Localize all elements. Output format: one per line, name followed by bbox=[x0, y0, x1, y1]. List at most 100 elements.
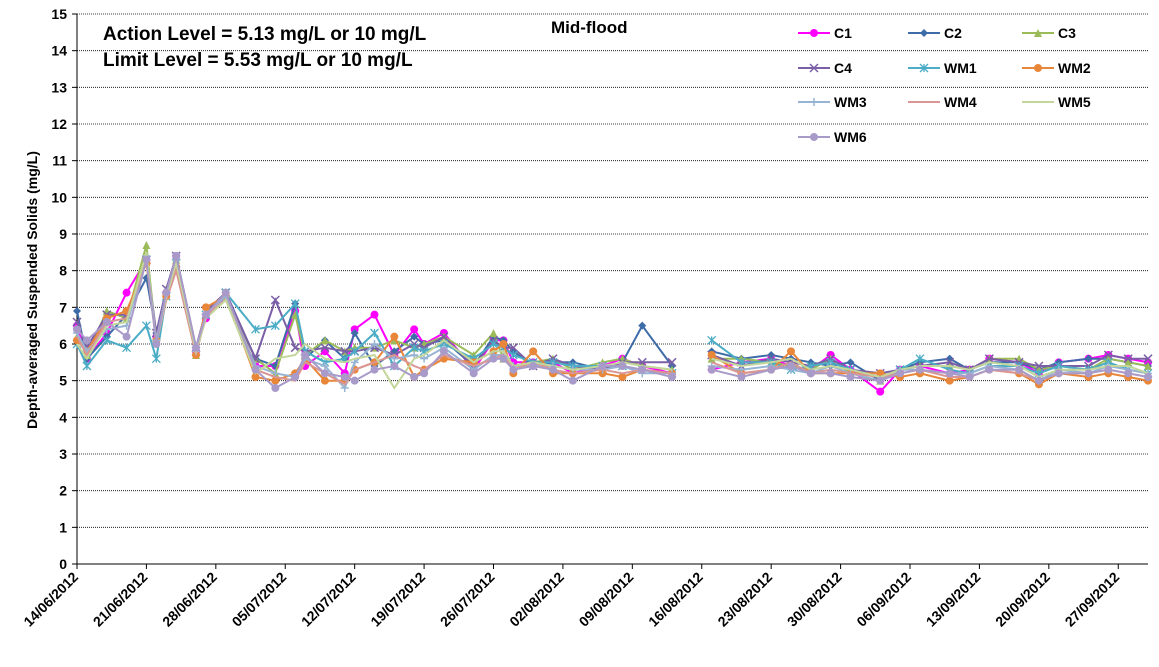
data-point bbox=[965, 373, 974, 381]
legend-item: WM2 bbox=[1022, 60, 1091, 76]
data-point bbox=[876, 376, 885, 385]
data-point bbox=[251, 324, 260, 334]
data-point bbox=[618, 362, 627, 370]
chart-subtitle: Mid-flood bbox=[551, 18, 628, 37]
data-point bbox=[1124, 358, 1133, 367]
data-point bbox=[122, 332, 131, 341]
data-point bbox=[291, 373, 300, 381]
data-point bbox=[82, 336, 91, 345]
x-tick-label: 19/07/2012 bbox=[367, 569, 428, 630]
data-point bbox=[151, 354, 161, 364]
y-tick-label: 11 bbox=[52, 153, 67, 169]
y-tick-label: 13 bbox=[51, 79, 67, 95]
x-tick-label: 12/07/2012 bbox=[298, 569, 359, 630]
legend-marker bbox=[810, 133, 818, 141]
data-point bbox=[499, 354, 508, 363]
data-point bbox=[410, 332, 419, 341]
x-tick-label: 23/08/2012 bbox=[714, 569, 775, 630]
data-point bbox=[73, 307, 81, 315]
legend-item: WM6 bbox=[798, 129, 867, 145]
data-point bbox=[668, 373, 676, 381]
data-point bbox=[737, 373, 746, 381]
y-tick-label: 5 bbox=[59, 373, 67, 389]
data-point bbox=[122, 288, 131, 297]
data-point bbox=[499, 340, 508, 348]
data-point bbox=[439, 332, 449, 342]
data-point bbox=[508, 343, 518, 353]
legend-label: C2 bbox=[944, 25, 962, 41]
data-point bbox=[271, 376, 280, 385]
data-point bbox=[152, 340, 161, 348]
data-point bbox=[439, 347, 448, 356]
data-point bbox=[489, 339, 498, 349]
legend-label: C3 bbox=[1058, 25, 1076, 41]
y-tick-label: 15 bbox=[51, 6, 67, 22]
legend-label: WM1 bbox=[944, 60, 977, 76]
series-lines bbox=[72, 241, 1153, 396]
data-point bbox=[409, 343, 419, 353]
data-point bbox=[102, 318, 111, 326]
data-point bbox=[270, 321, 280, 331]
data-point bbox=[985, 365, 994, 374]
data-point bbox=[192, 343, 200, 352]
data-point bbox=[320, 376, 329, 385]
legend-marker bbox=[919, 63, 929, 73]
data-point bbox=[1103, 350, 1113, 360]
x-tick-label: 28/06/2012 bbox=[159, 569, 220, 630]
y-tick-label: 6 bbox=[59, 336, 67, 352]
y-tick-label: 3 bbox=[59, 446, 67, 462]
data-point bbox=[618, 373, 627, 381]
legend-item: C2 bbox=[908, 25, 962, 41]
data-point bbox=[826, 369, 835, 378]
x-tick-label: 13/09/2012 bbox=[923, 569, 984, 630]
data-point bbox=[787, 362, 795, 370]
legend-label: WM6 bbox=[834, 129, 867, 145]
data-point bbox=[667, 357, 677, 367]
x-tick-label: 16/08/2012 bbox=[645, 569, 706, 630]
y-tick-label: 2 bbox=[59, 483, 67, 499]
legend-item: WM1 bbox=[908, 60, 977, 76]
legend-item: WM3 bbox=[798, 94, 867, 110]
data-point bbox=[1104, 365, 1113, 374]
data-point bbox=[370, 328, 379, 338]
data-point bbox=[1034, 376, 1043, 385]
data-point bbox=[1015, 365, 1024, 374]
data-point bbox=[638, 365, 647, 374]
x-tick-label: 05/07/2012 bbox=[229, 569, 290, 630]
y-tick-label: 7 bbox=[59, 299, 67, 315]
data-point bbox=[489, 329, 498, 337]
data-point bbox=[320, 369, 329, 378]
legend-marker bbox=[809, 63, 819, 73]
y-tick-label: 4 bbox=[59, 409, 67, 425]
x-tick-label: 21/06/2012 bbox=[90, 569, 151, 630]
data-point bbox=[251, 373, 260, 381]
y-tick-label: 12 bbox=[51, 116, 67, 132]
data-point bbox=[896, 369, 905, 378]
data-point bbox=[945, 369, 954, 378]
data-point bbox=[370, 365, 379, 374]
data-point bbox=[1034, 361, 1044, 371]
data-point bbox=[350, 329, 359, 337]
data-point bbox=[984, 354, 994, 364]
series-wm6 bbox=[73, 252, 1152, 392]
y-tick-label: 0 bbox=[59, 556, 67, 572]
data-point bbox=[270, 295, 280, 305]
data-point bbox=[350, 376, 359, 385]
x-tick-label: 20/09/2012 bbox=[992, 569, 1053, 630]
legend-marker bbox=[1034, 64, 1042, 72]
y-tick-label: 14 bbox=[51, 43, 67, 59]
data-point bbox=[1144, 362, 1152, 370]
data-point bbox=[410, 325, 419, 334]
x-tick-label: 14/06/2012 bbox=[20, 569, 81, 630]
axes bbox=[76, 14, 1148, 565]
data-point bbox=[529, 362, 538, 370]
data-point bbox=[1123, 354, 1133, 364]
data-point bbox=[102, 335, 112, 345]
legend-label: WM4 bbox=[944, 94, 977, 110]
data-point bbox=[469, 369, 478, 378]
legend-item: C1 bbox=[798, 25, 852, 41]
data-point bbox=[945, 376, 954, 385]
x-tick-label: 09/08/2012 bbox=[576, 569, 637, 630]
data-point bbox=[568, 376, 577, 385]
data-point bbox=[915, 365, 924, 374]
